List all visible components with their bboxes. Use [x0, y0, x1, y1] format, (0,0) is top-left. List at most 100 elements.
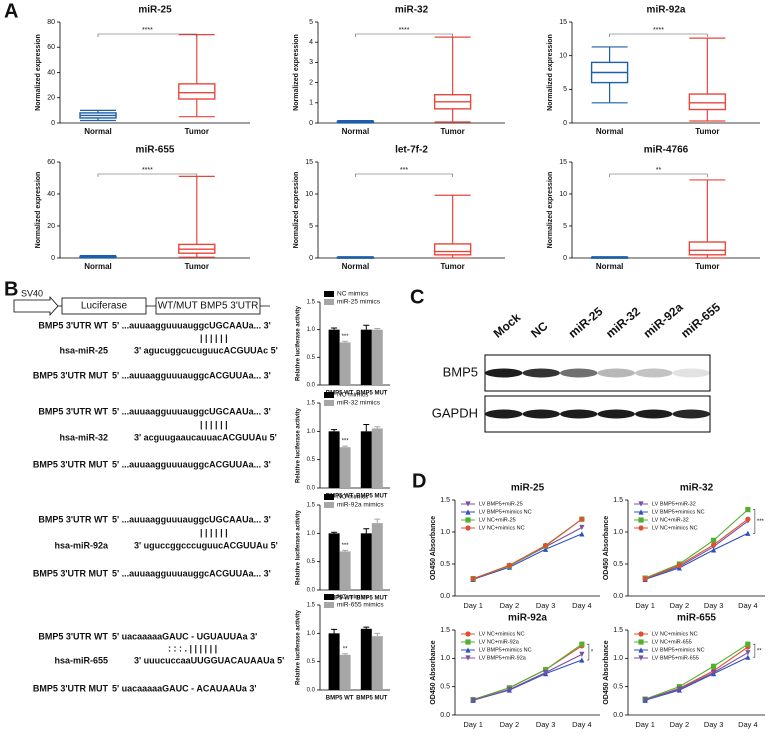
legend-swatch [324, 299, 334, 305]
legend-label: LV BMP5+mimics NC [479, 647, 532, 653]
x-tick-label: Tumor [440, 262, 464, 271]
x-tick-label: Normal [84, 127, 112, 136]
error-bar [342, 549, 349, 552]
bar [339, 342, 351, 385]
significance: **** [399, 27, 410, 34]
bar [360, 329, 372, 385]
line [644, 509, 749, 579]
marker [745, 654, 751, 660]
sequence-label: hsa-miR-32 [59, 432, 108, 442]
y-tick-label: 15 [305, 159, 313, 166]
sequence-label: hsa-miR-655 [54, 655, 108, 665]
bar [328, 533, 340, 590]
panel-label: D [412, 470, 426, 492]
x-tick-label: BMP5 WT [326, 391, 354, 397]
error-bar [331, 531, 338, 534]
box [688, 241, 727, 256]
y-axis-label: Normalized expression [547, 172, 554, 249]
error-bar [363, 626, 370, 629]
y-tick-label: 0.0 [613, 593, 623, 600]
x-tick-label: BMP5 WT [326, 494, 354, 500]
chart-title: miR-25 [138, 5, 172, 16]
y-tick-label: 20 [47, 223, 55, 230]
lane-label: miR-655 [678, 300, 723, 341]
significance: * [591, 650, 594, 656]
sequence-label: hsa-miR-25 [59, 345, 108, 355]
line [472, 643, 583, 701]
pairing: | | | | | | [200, 419, 228, 429]
y-tick-label: 0 [563, 120, 567, 127]
legend-label: miR-655 mimics [337, 602, 384, 609]
promoter-arrow [13, 295, 59, 317]
marker [543, 667, 549, 673]
y-axis-label: Relative luciferase activity [296, 509, 302, 585]
bar [371, 636, 383, 690]
y-tick-label: 1.0 [307, 531, 316, 537]
y-tick-label: 5 [309, 223, 313, 230]
significance-bracket [355, 33, 453, 37]
marker [579, 651, 585, 657]
y-tick-label: 1.0 [613, 529, 623, 536]
line [644, 520, 749, 580]
legend-label: LV NC+mimics NC [479, 631, 525, 637]
y-tick-label: 1 [309, 100, 313, 107]
y-axis-label: Normalized expression [293, 172, 300, 249]
line [472, 533, 583, 580]
marker [745, 641, 751, 647]
sequence-label: BMP5 3'UTR WT [38, 406, 108, 416]
row-label: GAPDH [432, 405, 478, 420]
x-tick-label: BMP5 MUT [356, 696, 388, 702]
marker [543, 546, 549, 552]
y-tick-label: 10 [559, 191, 567, 198]
sequence: 3' uguccggcccuguucACGUUAu 5' [134, 540, 278, 550]
marker [638, 509, 644, 515]
significance: **** [653, 27, 664, 34]
y-tick-label: 1.0 [440, 529, 450, 536]
chart-title: miR-92a [647, 5, 686, 16]
x-tick-label: Normal [342, 262, 370, 271]
significance-bracket [752, 509, 756, 534]
marker [506, 686, 512, 693]
error-bar [374, 518, 381, 524]
x-tick-label: BMP5 MUT [356, 391, 388, 397]
y-tick-label: 60 [47, 159, 55, 166]
annotation: *** [342, 543, 350, 549]
y-tick-label: 0.0 [307, 383, 316, 389]
blot-band [522, 368, 560, 378]
x-tick-label: Normal [342, 127, 370, 136]
x-tick-label: Day 3 [536, 601, 556, 610]
sequence: 5' ...auuaagguuuauggcUGCAAUa... 3' [112, 320, 271, 330]
marker [638, 501, 644, 507]
panel-label: B [4, 278, 18, 300]
blot-band [597, 409, 635, 419]
sequence-label: BMP5 3'UTR MUT [33, 370, 109, 380]
annotation: ** [343, 646, 348, 652]
x-tick-label: Tumor [695, 127, 719, 136]
promoter-label: SV40 [21, 288, 43, 298]
significance-bracket [355, 173, 453, 177]
sequence-label: BMP5 3'UTR MUT [33, 683, 109, 693]
legend-label: LV BMP5+mimics NC [652, 647, 705, 653]
x-tick-label: Day 2 [500, 601, 520, 610]
legend-label: miR-25 mimics [337, 299, 381, 306]
y-tick-label: 10 [559, 53, 567, 60]
insert-box [155, 297, 261, 315]
x-tick-label: Day 4 [572, 601, 592, 610]
box [178, 83, 216, 100]
significance: ** [757, 648, 762, 654]
x-tick-label: Tumor [440, 127, 464, 136]
error-bar [342, 340, 349, 343]
marker [543, 669, 549, 676]
legend-label: LV BMP5+miR-655 [652, 655, 699, 661]
chart-title: miR-32 [680, 483, 714, 494]
lane-label: miR-32 [603, 304, 643, 341]
marker [745, 650, 751, 656]
bar [328, 329, 340, 385]
bar [371, 329, 383, 385]
y-tick-label: 1.5 [440, 497, 450, 504]
legend-swatch [324, 494, 334, 500]
sequence-label: BMP5 3'UTR MUT [33, 459, 109, 469]
y-tick-label: 1.0 [440, 655, 450, 662]
error-bar [374, 426, 381, 429]
